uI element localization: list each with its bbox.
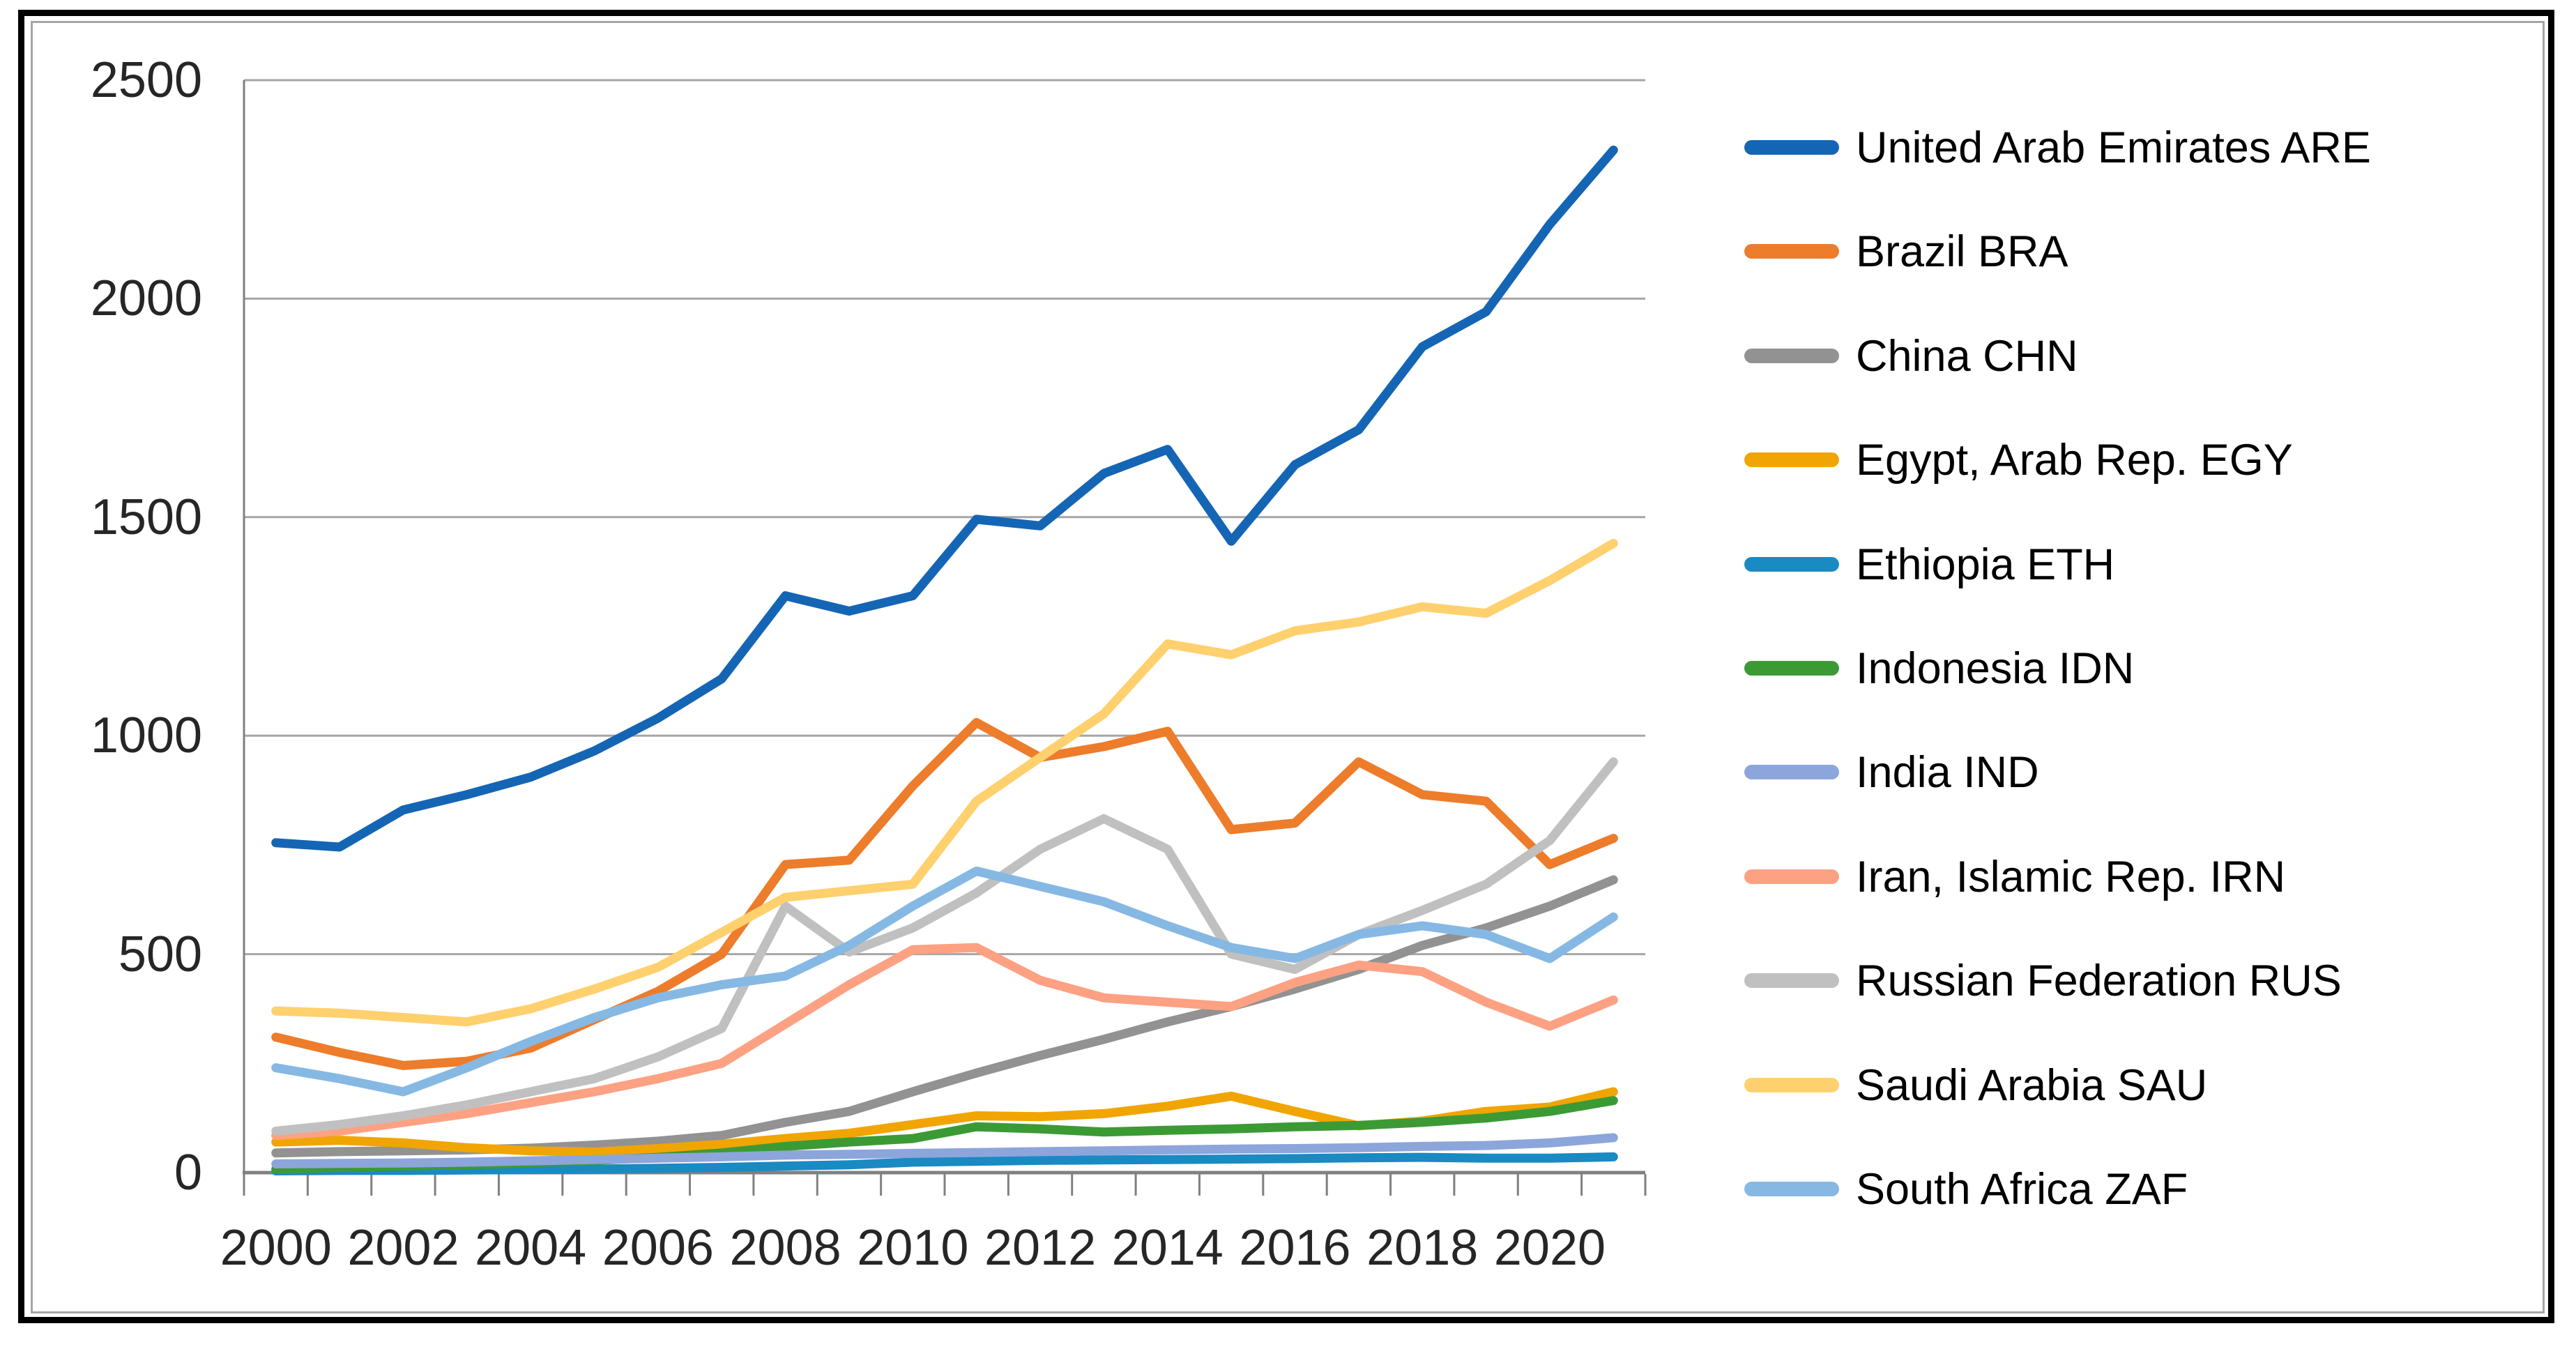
legend-label-IND: India IND [1856,748,2039,798]
legend-label-SAU: Saudi Arabia SAU [1856,1060,2208,1110]
legend-swatch-ARE [1744,140,1839,155]
x-tick-label-2004: 2004 [475,1220,587,1276]
legend-swatch-IRN [1744,869,1839,884]
x-tick-label-2000: 2000 [220,1220,332,1276]
series-line-IND [271,1133,1618,1168]
x-tick-label-2020: 2020 [1493,1220,1606,1276]
series-line-ARE [271,145,1618,852]
legend-swatch-IDN [1744,661,1839,676]
x-tick-label-2016: 2016 [1239,1220,1351,1276]
legend-swatch-CHN [1744,348,1839,363]
legend-label-ETH: Ethiopia ETH [1856,540,2115,589]
legend-label-IDN: Indonesia IDN [1856,644,2135,693]
series-line-RUS [271,757,1618,1136]
y-tick-label-0: 0 [174,1145,202,1201]
series-line-ETH [271,1152,1618,1175]
x-tick-label-2002: 2002 [347,1220,459,1276]
legend-swatch-RUS [1744,973,1839,989]
legend-label-RUS: Russian Federation RUS [1856,957,2342,1006]
legend-label-BRA: Brazil BRA [1856,227,2068,277]
x-tick-label-2014: 2014 [1111,1220,1224,1276]
series-line-BRA [271,717,1618,1070]
legend-label-ARE: United Arab Emirates ARE [1856,123,2371,172]
legend-swatch-BRA [1744,244,1839,259]
x-tick-label-2018: 2018 [1366,1220,1479,1276]
y-tick-label-500: 500 [118,926,202,982]
x-tick-label-2006: 2006 [602,1220,714,1276]
legend-swatch-IND [1744,765,1839,780]
legend-swatch-SAU [1744,1077,1839,1092]
legend-label-EGY: Egypt, Arab Rep. EGY [1856,436,2293,485]
series-line-ZAF [271,867,1618,1097]
series-line-SAU [271,538,1618,1027]
legend-label-CHN: China CHN [1856,331,2078,381]
x-tick-label-2012: 2012 [984,1220,1097,1276]
x-tick-label-2008: 2008 [729,1220,841,1276]
legend-swatch-ZAF [1744,1182,1839,1196]
y-tick-label-2500: 2500 [90,52,202,108]
legend-swatch-EGY [1744,452,1839,468]
y-tick-label-1000: 1000 [90,708,202,764]
x-tick-label-2010: 2010 [857,1220,969,1276]
y-tick-label-2000: 2000 [90,270,202,327]
y-tick-label-1500: 1500 [90,489,202,545]
legend-label-IRN: Iran, Islamic Rep. IRN [1856,852,2286,901]
legend-swatch-ETH [1744,556,1839,572]
outer-border [18,10,2554,1323]
chart-border [31,21,2545,1313]
legend-label-ZAF: South Africa ZAF [1856,1165,2188,1214]
series-line-IRN [271,943,1618,1141]
